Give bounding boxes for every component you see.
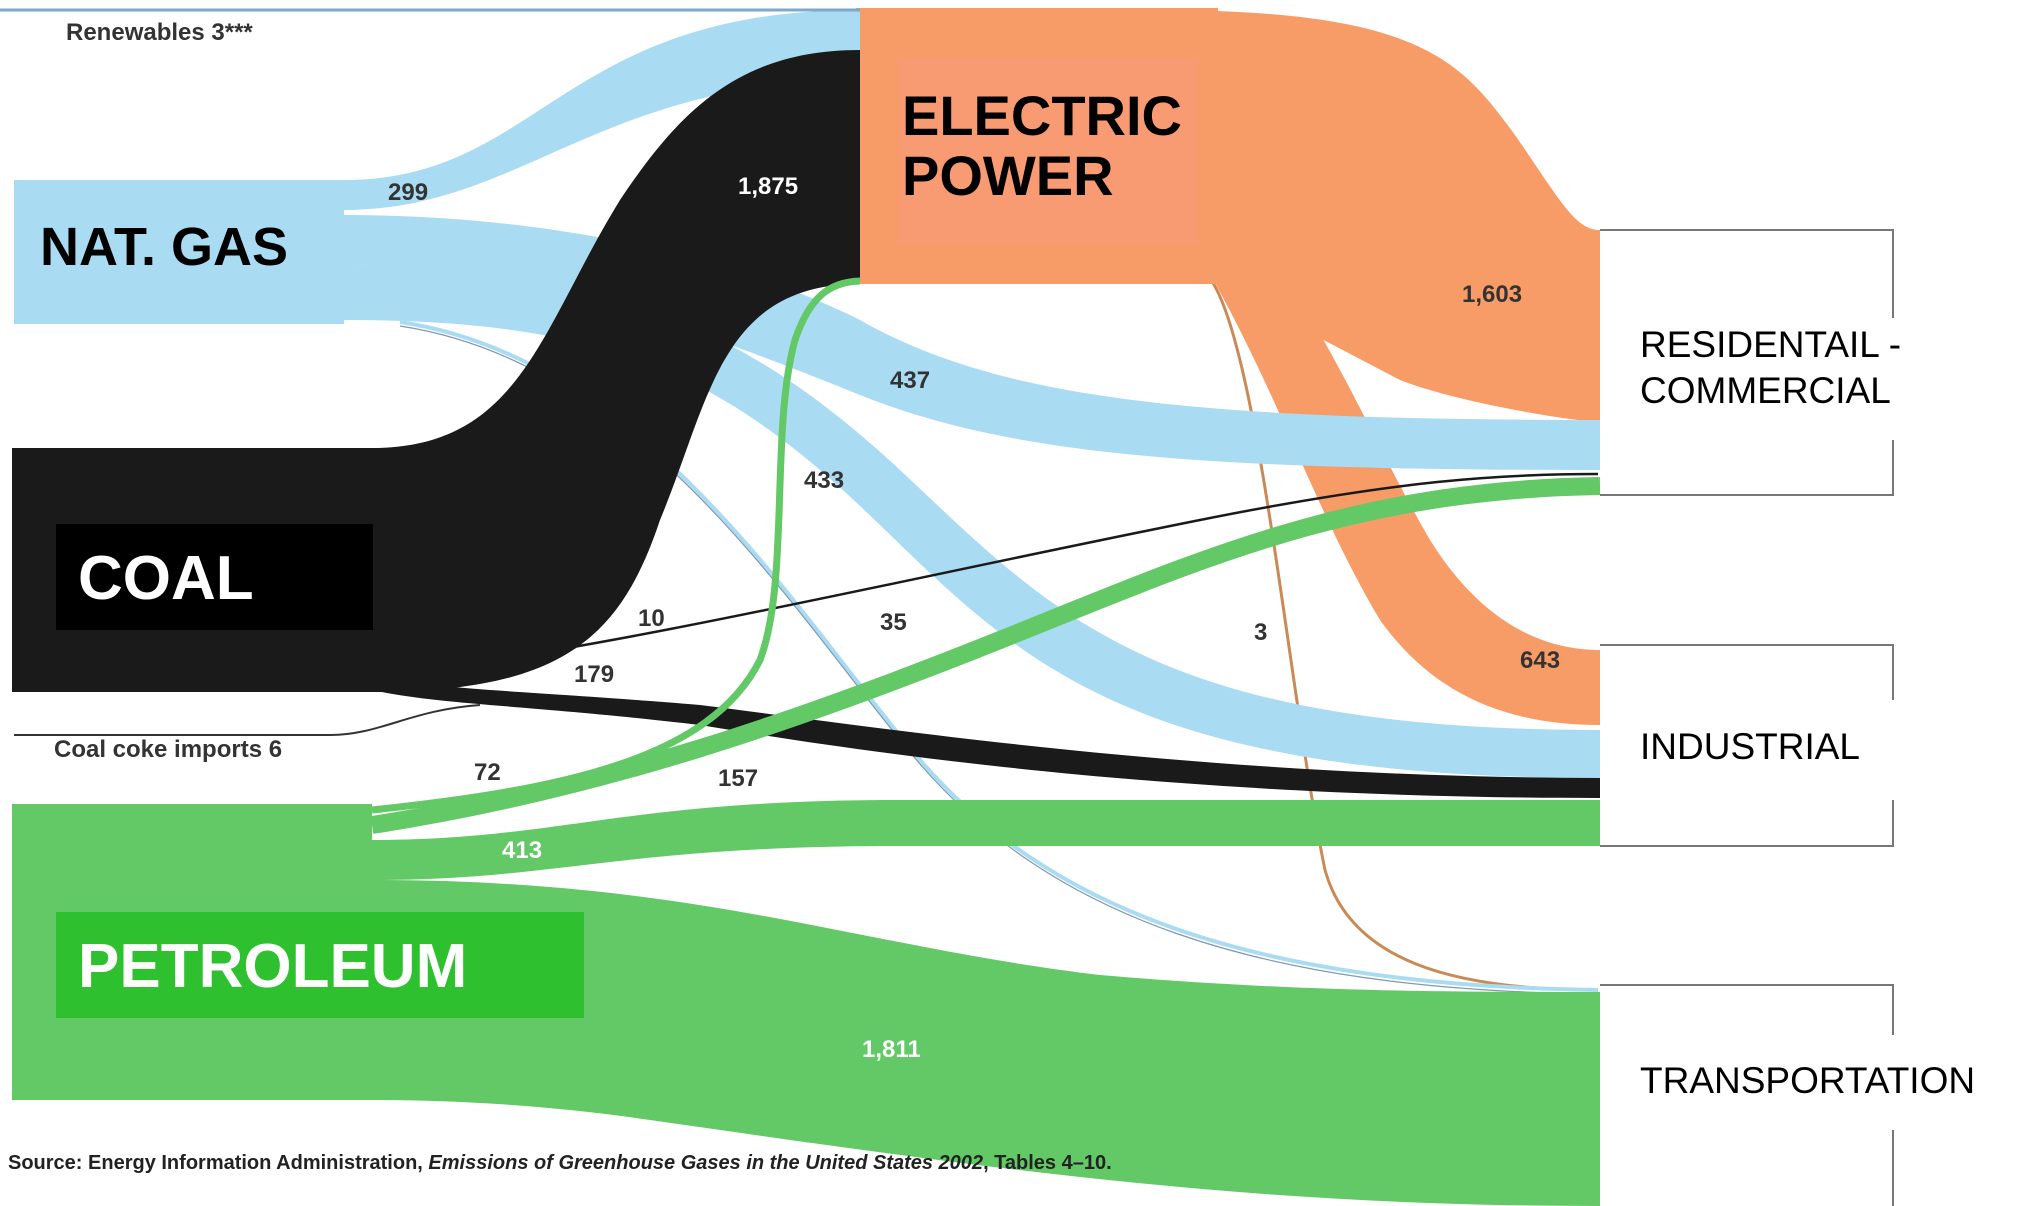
flow-coal-to-rescom (414, 472, 1599, 674)
flow-coal-to-electric (372, 50, 860, 692)
natural-gas-block (14, 180, 344, 324)
source-note-suffix: , Tables 4–10. (983, 1152, 1112, 1174)
value-petroleum-to-electric: 72 (474, 759, 501, 786)
sector-industrial-label: INDUSTRIAL (1640, 726, 1860, 767)
value-gas-to-transport: 35 (880, 609, 907, 636)
natural-gas-label: NAT. GAS (40, 217, 289, 277)
value-petroleum-to-industrial: 413 (502, 837, 542, 864)
sector-rescom-label: RESIDENTAIL - COMMERCIAL (1640, 322, 1901, 415)
value-electric-to-transport: 3 (1254, 619, 1267, 646)
coal-coke-label: Coal coke imports 6 (54, 736, 282, 763)
sector-brackets (1600, 229, 1894, 1206)
renewables-label: Renewables 3*** (66, 19, 253, 46)
source-note-prefix: Source: Energy Information Administratio… (8, 1152, 429, 1174)
flow-petroleum-to-transport (372, 880, 1600, 1206)
sector-rescom-line-2: COMMERCIAL (1640, 370, 1891, 412)
sector-rescom-line-1: RESIDENTAIL - (1640, 324, 1902, 365)
electric-power-label-bg (898, 58, 1198, 244)
value-gas-to-industrial: 433 (804, 467, 844, 494)
source-note-title: Emissions of Greenhouse Gases in the Uni… (428, 1152, 984, 1174)
value-coal-to-rescom: 10 (638, 605, 665, 632)
flow-coal-to-industrial (372, 675, 1600, 798)
value-petroleum-to-rescom: 157 (718, 765, 758, 792)
flow-electric-to-rescom (1155, 10, 1600, 422)
flow-petroleum-to-industrial (372, 800, 1600, 880)
sector-transportation-label: TRANSPORTATION (1640, 1060, 1976, 1101)
flow-gas-to-electric (344, 10, 860, 210)
electric-power-line-2: POWER (902, 144, 1114, 208)
coal-label: COAL (78, 544, 254, 613)
value-coal-to-industrial: 179 (574, 661, 614, 688)
petroleum-label: PETROLEUM (78, 932, 468, 1001)
industrial-bracket (1600, 644, 1894, 847)
value-gas-to-electric: 299 (388, 179, 428, 206)
transport-bracket (1600, 984, 1894, 1206)
source-note: Source: Energy Information Administratio… (8, 1150, 1112, 1176)
flow-coal-coke (14, 704, 481, 736)
coal-label-box (56, 524, 373, 630)
electric-power-line-1: ELECTRIC (902, 84, 1182, 147)
value-electric-to-rescom: 1,603 (1462, 281, 1522, 308)
flow-gas-to-industrial (344, 265, 1600, 778)
value-coal-to-electric: 1,875 (738, 173, 798, 200)
electric-power-label: ELECTRIC POWER (902, 84, 1182, 208)
petroleum-label-box (56, 912, 584, 1018)
flow-electric-to-industrial (1215, 205, 1600, 725)
rescom-bracket (1600, 229, 1894, 496)
flow-petroleum-to-rescom (370, 477, 1601, 834)
value-petroleum-to-transport: 1,811 (862, 1036, 921, 1063)
value-electric-to-industrial: 643 (1520, 647, 1560, 674)
value-gas-to-rescom: 437 (890, 367, 930, 394)
